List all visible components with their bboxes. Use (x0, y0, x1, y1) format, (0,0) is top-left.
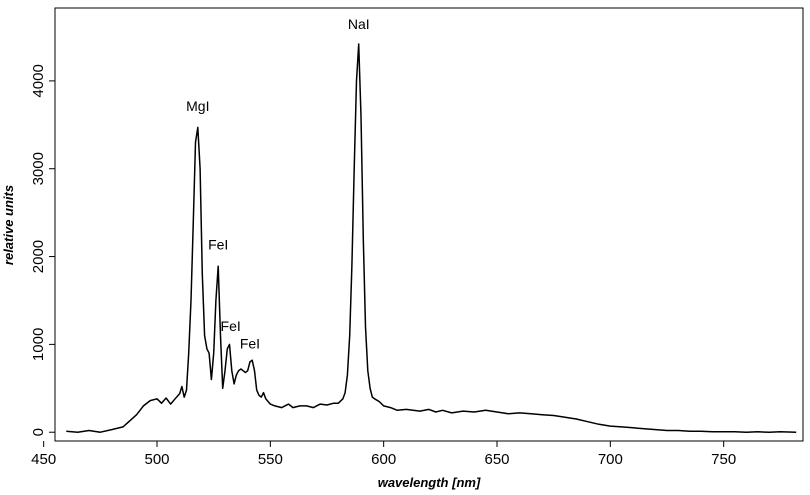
spectrum-line (66, 43, 797, 433)
peak-label-fei-1: FeI (208, 237, 228, 253)
y-tick-label-3000: 3000 (30, 152, 47, 185)
plot-frame (54, 7, 804, 442)
x-tick-label-700: 700 (598, 451, 623, 468)
peak-label-nai-4: NaI (348, 16, 370, 32)
x-tick-label-750: 750 (711, 451, 736, 468)
peak-label-fei-3: FeI (240, 335, 260, 351)
y-tick-label-4000: 4000 (30, 64, 47, 97)
y-axis-label: relative units (1, 185, 16, 265)
x-axis-label: wavelength [nm] (378, 475, 481, 490)
x-tick-label-600: 600 (371, 451, 396, 468)
x-axis: 450 500 550 600 650 700 750 (31, 441, 736, 468)
x-tick-label-500: 500 (144, 451, 169, 468)
x-tick-label-650: 650 (484, 451, 509, 468)
x-tick-label-450: 450 (31, 451, 56, 468)
y-tick-label-1000: 1000 (30, 328, 47, 361)
x-tick-label-550: 550 (258, 451, 283, 468)
peak-label-fei-2: FeI (221, 318, 241, 334)
peak-label-mgi-0: MgI (186, 98, 209, 114)
y-tick-label-0: 0 (30, 428, 47, 436)
y-tick-label-2000: 2000 (30, 240, 47, 273)
y-axis: 0 1000 2000 3000 4000 (30, 64, 55, 436)
